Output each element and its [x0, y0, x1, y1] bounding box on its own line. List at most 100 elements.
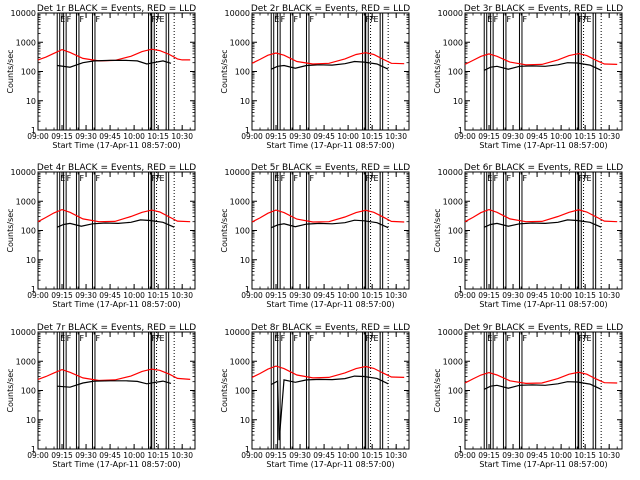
x-tick-label: 10:30	[171, 451, 193, 460]
y-axis-label: Counts/sec	[433, 49, 442, 93]
x-tick-label: 10:00	[550, 291, 572, 300]
x-tick-label: 09:45	[526, 451, 548, 460]
y-tick-label: 100	[235, 387, 250, 396]
flag-label: F	[506, 334, 511, 343]
plot-frame	[464, 331, 623, 450]
x-tick-label: 09:45	[526, 132, 548, 141]
plot-frame	[251, 331, 410, 450]
x-tick-label: 10:30	[385, 291, 407, 300]
x-axis-label: Start Time (17-Apr-11 08:57:00)	[479, 141, 607, 150]
flag-label: E	[274, 334, 279, 343]
y-tick-label: 1000	[16, 357, 36, 366]
flag-label: FF	[366, 334, 376, 343]
flag-label: F	[522, 334, 527, 343]
plot-frame	[37, 331, 196, 450]
y-tick-label: 10000	[225, 9, 250, 18]
y-axis-label: Counts/sec	[433, 208, 442, 252]
y-tick-label: 1	[245, 445, 250, 454]
y-tick-label: 1	[31, 285, 36, 294]
x-tick-label: 09:45	[99, 451, 121, 460]
y-tick-label: 100	[448, 68, 463, 77]
flag-label: E	[487, 174, 492, 183]
x-tick-label: 10:00	[123, 451, 145, 460]
y-axis-label: Counts/sec	[6, 49, 15, 93]
x-axis-label: Start Time (17-Apr-11 08:57:00)	[52, 300, 180, 309]
flag-label: E	[587, 174, 592, 183]
x-tick-label: 09:15	[478, 291, 500, 300]
flag-label: F	[494, 334, 499, 343]
x-tick-label: 09:45	[313, 451, 335, 460]
x-tick-label: 09:15	[265, 132, 287, 141]
x-tick-label: 10:00	[123, 132, 145, 141]
x-tick-label: 09:00	[27, 291, 49, 300]
x-axis-label: Start Time (17-Apr-11 08:57:00)	[266, 141, 394, 150]
y-tick-label: 100	[235, 227, 250, 236]
events-series-line	[56, 219, 175, 228]
y-tick-label: 10	[26, 416, 36, 425]
x-tick-label: 09:30	[502, 451, 524, 460]
flag-label: E	[374, 174, 379, 183]
detector-panel-8: Det 8r BLACK = Events, RED = LLD 1 10 100 10…	[220, 323, 410, 469]
events-series-line	[57, 59, 172, 68]
flag-label: F	[293, 15, 298, 24]
flag-label: F	[281, 334, 286, 343]
y-tick-label: 1	[31, 445, 36, 454]
plot-frame	[251, 12, 410, 131]
flag-label: E	[60, 15, 65, 24]
flag-label: F	[309, 174, 314, 183]
x-tick-label: 09:30	[75, 132, 97, 141]
lld-series-line	[37, 368, 191, 382]
detector-panel-7: Det 7r BLACK = Events, RED = LLD 1 10 100 10…	[6, 323, 196, 469]
flag-label: F	[522, 15, 527, 24]
panel-title: Det 5r BLACK = Events, RED = LLD	[251, 163, 410, 173]
events-series-line	[270, 219, 389, 229]
y-tick-label: 1000	[16, 38, 36, 47]
x-tick-label: 09:15	[51, 291, 73, 300]
y-axis-label: Counts/sec	[6, 208, 15, 252]
y-axis-label: Counts/sec	[220, 49, 229, 93]
panel-title: Det 2r BLACK = Events, RED = LLD	[251, 4, 410, 14]
lld-series-line	[37, 208, 191, 223]
y-tick-label: 1000	[230, 38, 250, 47]
y-tick-label: 1	[245, 126, 250, 135]
y-tick-label: 1	[458, 445, 463, 454]
x-tick-label: 09:30	[75, 451, 97, 460]
flag-label: E	[487, 334, 492, 343]
flag-label: E	[587, 15, 592, 24]
flag-label: F	[494, 174, 499, 183]
lld-series-line	[251, 52, 405, 65]
flag-label: F	[95, 174, 100, 183]
x-tick-label: 09:45	[313, 291, 335, 300]
y-tick-label: 1000	[443, 38, 463, 47]
detector-panel-3: Det 3r BLACK = Events, RED = LLD 1 10 100 10…	[433, 4, 623, 150]
flag-label: E	[374, 15, 379, 24]
flag-label: F	[506, 15, 511, 24]
y-axis-label: Counts/sec	[220, 368, 229, 412]
flag-label: E	[60, 334, 65, 343]
panel-title: Det 9r BLACK = Events, RED = LLD	[464, 323, 623, 333]
lld-series-line	[464, 371, 618, 385]
y-tick-label: 100	[448, 227, 463, 236]
x-tick-label: 10:30	[171, 291, 193, 300]
flag-label: F	[79, 15, 84, 24]
x-tick-label: 09:00	[241, 291, 263, 300]
flag-label: E	[160, 174, 165, 183]
y-tick-label: 100	[21, 68, 36, 77]
panel-title: Det 3r BLACK = Events, RED = LLD	[464, 4, 623, 14]
flag-label: E	[160, 15, 165, 24]
x-tick-label: 10:30	[385, 451, 407, 460]
x-tick-label: 10:00	[123, 291, 145, 300]
x-tick-label: 10:00	[337, 451, 359, 460]
flag-label: E	[274, 174, 279, 183]
flag-label: F	[281, 15, 286, 24]
x-tick-label: 10:15	[361, 291, 383, 300]
flag-label: E	[160, 334, 165, 343]
flag-label: FF	[579, 174, 589, 183]
y-axis-label: Counts/sec	[433, 368, 442, 412]
x-tick-label: 09:45	[99, 291, 121, 300]
y-tick-label: 10	[453, 416, 463, 425]
x-axis-label: Start Time (17-Apr-11 08:57:00)	[266, 460, 394, 469]
x-tick-label: 10:15	[361, 451, 383, 460]
x-tick-label: 09:00	[454, 451, 476, 460]
events-series-line	[270, 375, 389, 441]
